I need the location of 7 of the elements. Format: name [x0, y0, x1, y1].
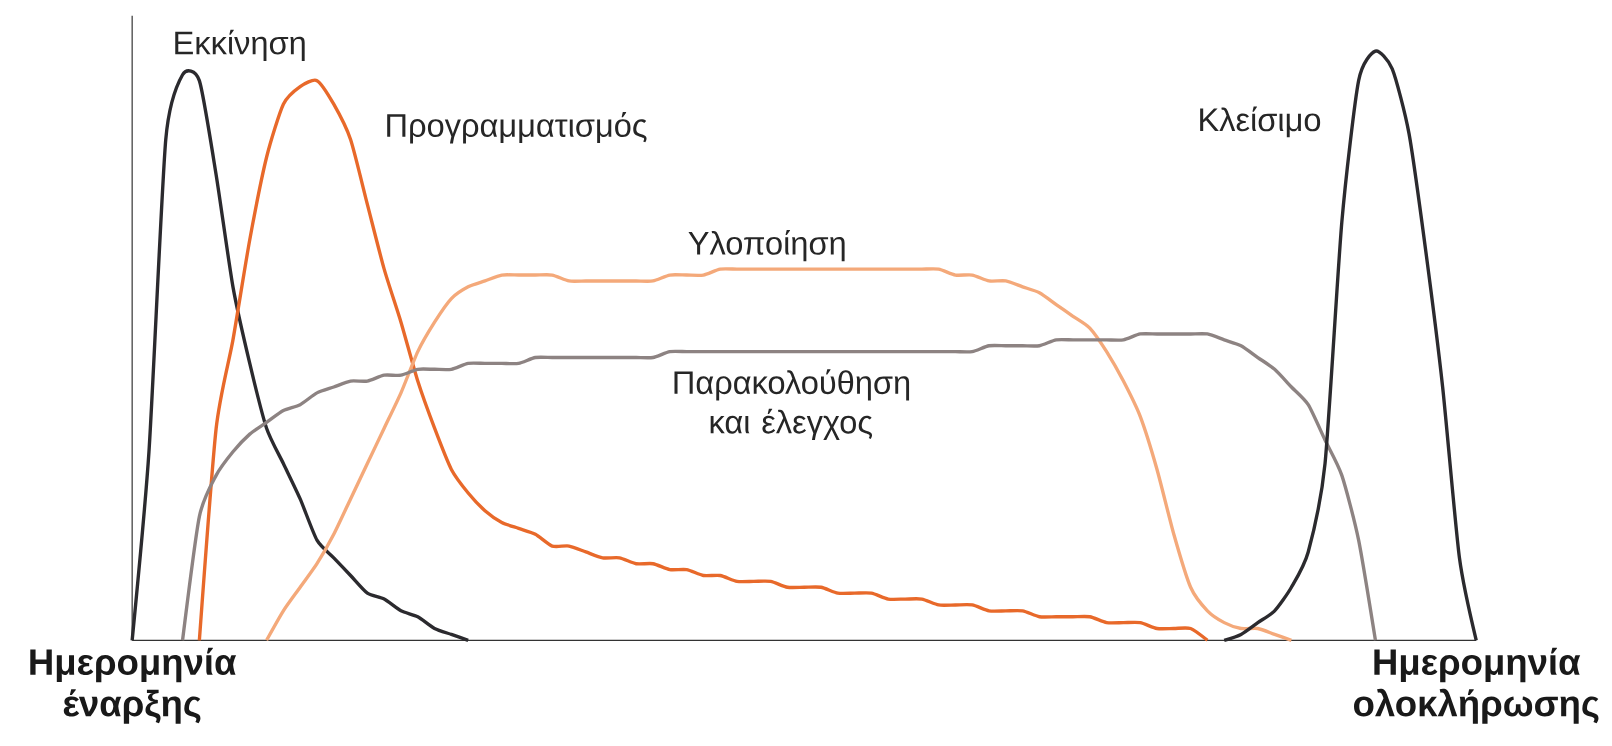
x-tick-label: Ημερομηνία έναρξης — [30, 647, 237, 724]
series-label: Υλοποίηση — [688, 229, 845, 262]
series-label: Προγραμματισμός — [387, 111, 647, 144]
series-label: Εκκίνηση — [175, 29, 305, 61]
series-label: Παρακολούθηση και έλεγχος — [674, 369, 910, 440]
series-label: Κλείσιμο — [1200, 106, 1321, 138]
x-tick-label: Ημερομηνία ολοκλήρωσης — [1354, 647, 1599, 724]
